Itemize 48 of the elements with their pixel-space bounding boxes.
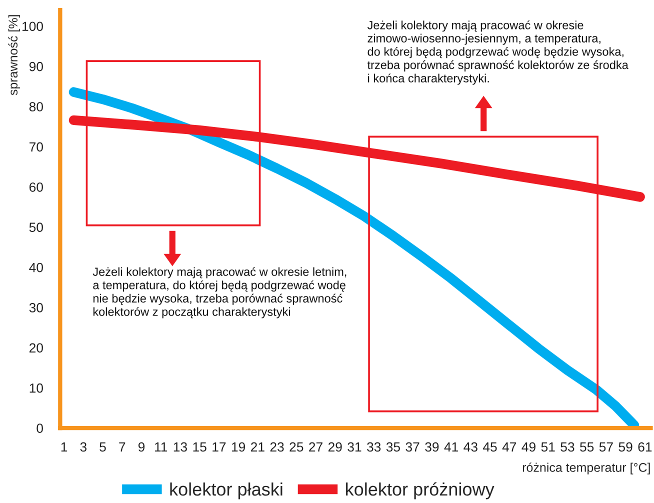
- y-tick-label: 60: [29, 182, 43, 192]
- x-tick-label: 27: [309, 442, 322, 452]
- x-tick-label: 57: [599, 442, 613, 452]
- x-tick-label: 1: [61, 442, 68, 452]
- x-tick-label: 17: [212, 442, 226, 452]
- x-tick-label: 31: [348, 442, 362, 452]
- annotation: Jeżeli kolektory mają pracować w okresie zimowo-wiosenno-jesiennym, a temperatura, do której będą podgrzewać wodę będzie wysoka, trzeba porównać sprawność kolektorów ze środka i końca charakterystyki.: [367, 20, 628, 85]
- x-tick-label: 61: [638, 442, 652, 452]
- legend-label: kolektor próżniowy: [346, 482, 494, 500]
- annotation: Jeżeli kolektory mają pracować w okresie letnim, a temperatura, do której będą podgrzewać wodę nie będzie wysoka, trzeba porównać sprawność kolektorów z początku charakterystyki: [92, 267, 346, 318]
- x-tick-label: 51: [541, 442, 555, 452]
- x-tick-label: 33: [367, 442, 381, 452]
- x-tick-label: 47: [502, 442, 516, 452]
- y-tick-label: 10: [30, 383, 43, 393]
- x-tick-label: 59: [618, 442, 632, 452]
- y-tick-label: 50: [29, 222, 43, 232]
- y-axis-title: sprawność [%]: [8, 15, 20, 96]
- y-tick-label: 30: [29, 303, 43, 312]
- x-tick-label: 55: [580, 442, 594, 452]
- x-tick-label: 35: [386, 442, 400, 452]
- y-tick-label: 100: [22, 22, 43, 32]
- x-tick-label: 21: [250, 442, 264, 452]
- x-tick-label: 3: [80, 442, 86, 452]
- x-tick-label: 7: [119, 442, 126, 452]
- x-tick-label: 37: [406, 442, 420, 452]
- x-tick-label: 45: [482, 442, 497, 452]
- x-tick-label: 29: [328, 442, 342, 452]
- y-tick-label: 70: [30, 142, 43, 152]
- x-tick-label: 19: [232, 442, 246, 452]
- y-tick-label: 90: [29, 62, 43, 72]
- y-tick-label: 20: [29, 343, 43, 353]
- x-axis-title: różnica temperatur [°C]: [522, 462, 650, 474]
- y-tick-label: 0: [36, 424, 43, 433]
- x-tick-label: 5: [100, 442, 106, 452]
- x-tick-label: 13: [174, 442, 187, 452]
- x-tick-label: 41: [444, 442, 458, 452]
- x-tick-label: 53: [560, 442, 574, 452]
- y-tick-label: 40: [29, 262, 43, 272]
- x-tick-label: 43: [464, 442, 478, 452]
- x-tick-label: 25: [290, 442, 304, 452]
- x-tick-label: 23: [270, 442, 284, 452]
- x-tick-label: 9: [138, 442, 145, 452]
- x-tick-label: 11: [155, 442, 168, 452]
- x-tick-label: 49: [522, 442, 536, 452]
- legend-label: kolektor płaski: [170, 482, 282, 500]
- x-tick-label: 15: [193, 442, 206, 452]
- x-tick-label: 39: [425, 442, 439, 452]
- y-tick-label: 80: [29, 102, 43, 112]
